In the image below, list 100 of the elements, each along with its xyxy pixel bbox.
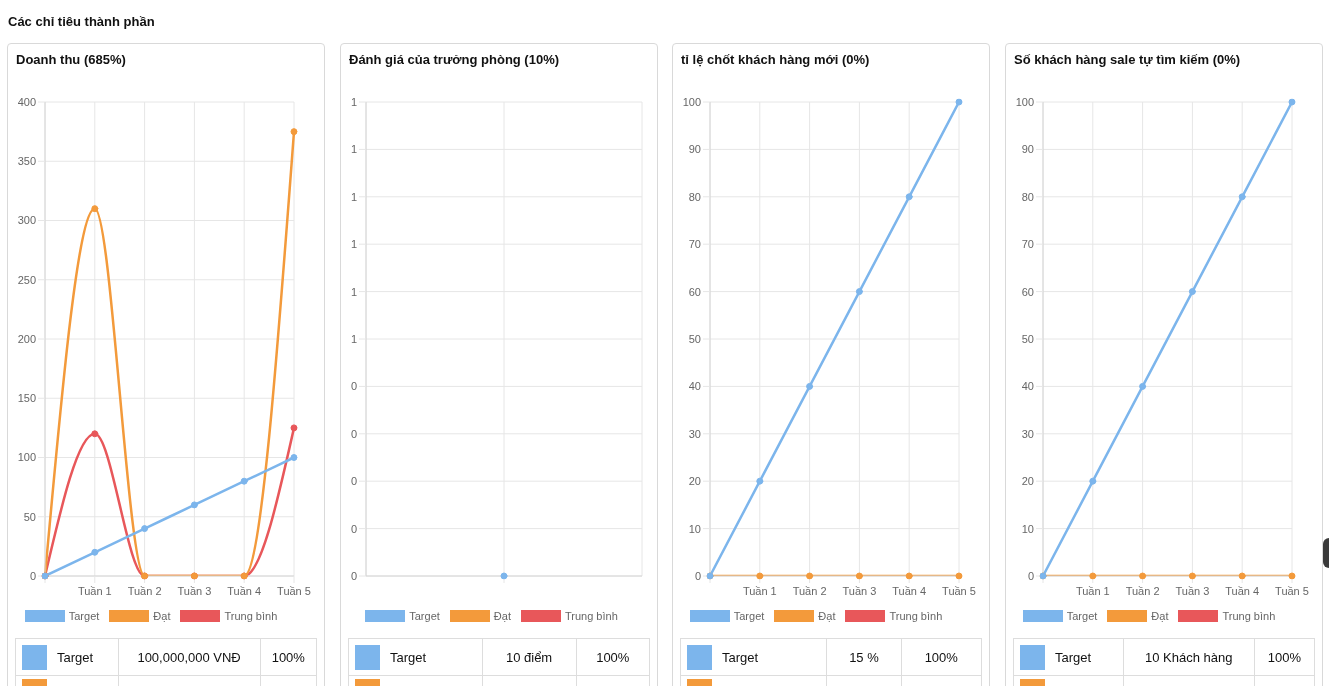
text: Target xyxy=(390,649,427,665)
y-tick-label: 1 xyxy=(350,332,357,345)
y-tick-label: 150 xyxy=(17,392,36,405)
legend-label: Trung bình xyxy=(564,610,618,622)
x-tick-label: Tuần 4 xyxy=(227,584,262,597)
x-tick-label: Tuần 3 xyxy=(177,584,212,597)
point xyxy=(91,548,99,556)
point xyxy=(855,572,863,580)
x-tick-label: Tuần 5 xyxy=(942,584,976,597)
chart-title: tỉ lệ chốt khách hàng mới (0%) xyxy=(681,52,870,67)
y-tick-label: 40 xyxy=(1021,380,1034,393)
y-tick-label: 50 xyxy=(1021,332,1034,345)
legend-label: Đạt xyxy=(493,610,511,622)
y-tick-label: 0 xyxy=(1027,569,1034,582)
legend-label: Trung bình xyxy=(224,610,278,622)
point xyxy=(290,454,298,461)
point xyxy=(190,501,198,509)
legend-label: Trung bình xyxy=(889,610,943,622)
y-tick-label: 200 xyxy=(17,332,36,345)
point xyxy=(905,572,913,580)
y-tick-label: 1 xyxy=(350,95,357,108)
y-tick-label: 0 xyxy=(350,569,357,582)
x-tick-label: Tuần 4 xyxy=(892,584,927,597)
point xyxy=(290,128,298,136)
point xyxy=(290,424,298,432)
point xyxy=(1139,382,1147,390)
point xyxy=(756,572,764,580)
x-tick-label: Tuần 1 xyxy=(1075,584,1110,597)
y-tick-label: 90 xyxy=(1021,143,1034,156)
y-tick-label: 250 xyxy=(17,273,36,286)
y-tick-label: 70 xyxy=(1021,238,1034,251)
y-tick-label: 0 xyxy=(350,475,357,488)
legend-label: Đạt xyxy=(818,610,836,622)
y-tick-label: 30 xyxy=(688,427,701,440)
y-tick-label: 1 xyxy=(350,238,357,251)
x-tick-label: Tuần 3 xyxy=(1175,584,1210,597)
y-tick-label: 0 xyxy=(350,522,357,535)
x-tick-label: Tuần 3 xyxy=(842,584,877,597)
y-tick-label: 80 xyxy=(1021,190,1034,203)
y-tick-label: 0 xyxy=(694,569,701,582)
y-tick-label: 50 xyxy=(688,332,701,345)
x-tick-label: Tuần 4 xyxy=(1225,584,1260,597)
x-tick-label: Tuần 5 xyxy=(1275,584,1309,597)
text: 15 % xyxy=(849,649,879,665)
y-tick-label: 400 xyxy=(17,95,36,108)
y-tick-label: 80 xyxy=(688,190,701,203)
y-tick-label: 100 xyxy=(17,451,36,464)
x-tick-label: Tuần 2 xyxy=(127,584,162,597)
y-tick-label: 0 xyxy=(29,569,36,582)
y-tick-label: 300 xyxy=(17,214,36,227)
point xyxy=(806,382,814,390)
x-tick-label: Tuần 2 xyxy=(792,584,827,597)
point xyxy=(1288,98,1296,106)
text: Target xyxy=(1055,649,1092,665)
point xyxy=(91,430,99,438)
point xyxy=(855,288,863,296)
point xyxy=(955,98,963,106)
y-tick-label: 100 xyxy=(1015,95,1034,108)
point xyxy=(905,193,913,201)
text: 100% xyxy=(924,649,958,665)
y-tick-label: 1 xyxy=(350,190,357,203)
legend-label: Trung bình xyxy=(1222,610,1276,622)
y-tick-label: 30 xyxy=(1021,427,1034,440)
text: 100% xyxy=(596,649,630,665)
x-tick-label: Tuần 1 xyxy=(77,584,112,597)
y-tick-label: 1 xyxy=(350,143,357,156)
legend-label: Target xyxy=(733,610,765,622)
y-tick-label: 0 xyxy=(350,380,357,393)
point xyxy=(1089,572,1097,580)
y-tick-label: 20 xyxy=(688,475,701,488)
point xyxy=(1188,572,1196,580)
point xyxy=(91,205,99,213)
chart-title: Doanh thu (685%) xyxy=(16,52,126,67)
y-tick-label: 0 xyxy=(350,427,357,440)
y-tick-label: 60 xyxy=(688,285,701,298)
y-tick-label: 60 xyxy=(1021,285,1034,298)
point xyxy=(141,525,149,533)
legend-label: Target xyxy=(1066,610,1098,622)
y-tick-label: 70 xyxy=(688,238,701,251)
x-tick-label: Tuần 1 xyxy=(742,584,777,597)
y-tick-label: 90 xyxy=(688,143,701,156)
y-tick-label: 100 xyxy=(682,95,701,108)
point xyxy=(1139,572,1147,580)
y-tick-label: 10 xyxy=(1021,522,1034,535)
chart-title: Đánh giá của trưởng phòng (10%) xyxy=(349,52,560,67)
point xyxy=(1238,572,1246,580)
text: Target xyxy=(57,649,94,665)
point xyxy=(756,477,764,485)
y-tick-label: 50 xyxy=(23,510,36,523)
legend-label: Target xyxy=(68,610,100,622)
x-tick-label: Tuần 5 xyxy=(277,584,311,597)
x-tick-label: Tuần 2 xyxy=(1125,584,1160,597)
point xyxy=(1188,288,1196,296)
text: Target xyxy=(722,649,759,665)
text: 10 điểm xyxy=(505,649,553,665)
y-tick-label: 10 xyxy=(688,522,701,535)
text: Các chỉ tiêu thành phần xyxy=(8,14,155,29)
legend-label: Đạt xyxy=(153,610,171,622)
point xyxy=(806,572,814,580)
y-tick-label: 1 xyxy=(350,285,357,298)
